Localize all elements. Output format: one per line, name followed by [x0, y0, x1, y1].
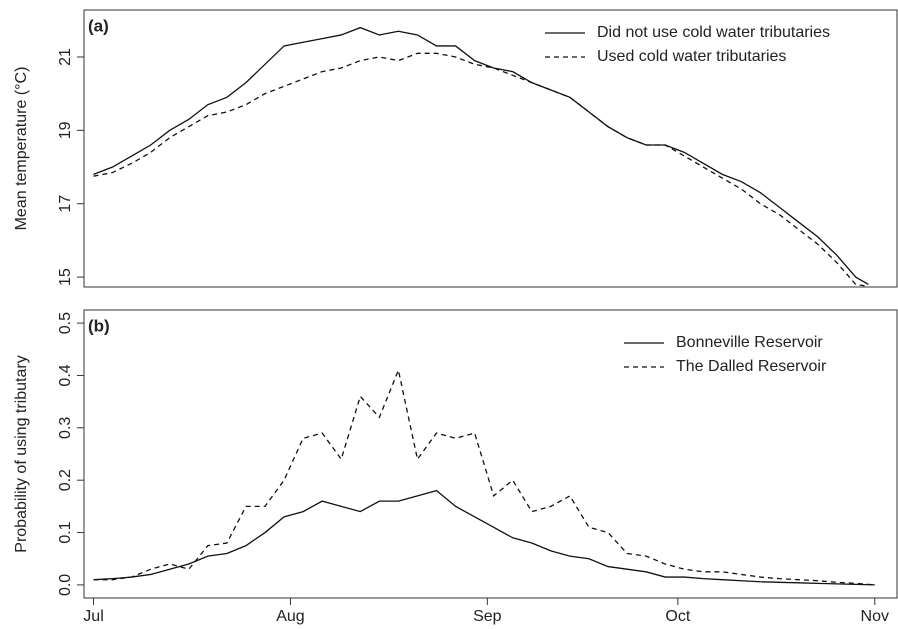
y-tick-label: 0.2 — [57, 469, 74, 491]
y-tick-label: 17 — [57, 195, 74, 213]
panel-label: (a) — [88, 16, 109, 35]
y-tick-label: 15 — [57, 268, 74, 286]
legend-label: Bonneville Reservoir — [676, 334, 823, 351]
y-axis-title: Probability of using tributary — [13, 355, 30, 552]
y-tick-label: 19 — [57, 121, 74, 139]
series-group — [93, 368, 875, 586]
y-tick-label: 0.4 — [57, 364, 74, 386]
legend-label: The Dalled Reservoir — [676, 358, 827, 375]
x-tick-label: Oct — [665, 608, 690, 625]
x-tick-label: Nov — [861, 608, 889, 625]
panel-label: (b) — [88, 316, 110, 335]
legend-label: Did not use cold water tributaries — [597, 24, 830, 41]
x-tick-label: Sep — [473, 608, 502, 625]
series-line — [93, 52, 869, 287]
legend-label: Used cold water tributaries — [597, 48, 786, 65]
series-line — [93, 368, 875, 586]
y-tick-label: 0.0 — [57, 574, 74, 596]
y-axis-title: Mean temperature (°C) — [13, 67, 30, 231]
panel-frame — [83, 9, 898, 288]
series-line — [93, 489, 875, 586]
series-group — [93, 26, 869, 287]
y-tick-label: 0.3 — [57, 417, 74, 439]
y-tick-label: 0.1 — [57, 521, 74, 543]
x-tick-label: Jul — [83, 608, 103, 625]
y-tick-label: 21 — [57, 48, 74, 66]
panel-frame — [83, 309, 898, 599]
x-tick-label: Aug — [276, 608, 304, 625]
series-line — [93, 26, 869, 285]
y-tick-label: 0.5 — [57, 312, 74, 334]
